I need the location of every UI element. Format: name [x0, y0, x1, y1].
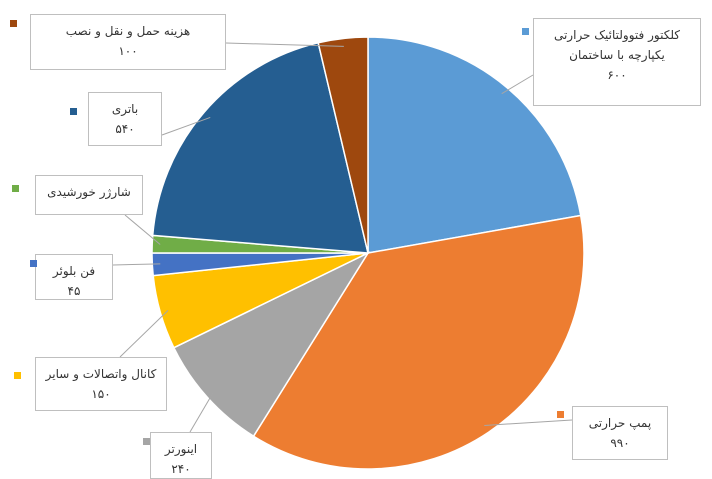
legend-key [30, 260, 37, 267]
data-label-box: پمپ حرارتی ۹۹۰ [572, 406, 668, 460]
leader-line [225, 42, 344, 47]
value-label: ۱۰۰ [118, 44, 138, 58]
value-label: ۱۵۰ [91, 387, 111, 401]
category-label: کلکتور فتوولتائیک حرارتی یکپارچه با ساخت… [553, 28, 681, 62]
legend-key [557, 411, 564, 418]
legend-key [522, 28, 529, 35]
category-label: فن بلوئر [52, 264, 96, 278]
legend-key [143, 438, 150, 445]
leader-line [112, 263, 161, 266]
leader-line [484, 419, 573, 426]
legend-key [12, 185, 19, 192]
legend-key [14, 372, 21, 379]
category-label: پمپ حرارتی [588, 416, 652, 430]
value-label: ۵۴۰ [115, 122, 135, 136]
data-label-box: کلکتور فتوولتائیک حرارتی یکپارچه با ساخت… [533, 18, 701, 106]
leader-line [119, 309, 169, 358]
value-label: ۴۵ [67, 284, 81, 298]
category-label: شارژر خورشیدی [47, 185, 131, 199]
value-label: ۹۹۰ [610, 436, 630, 450]
leader-line [501, 74, 534, 95]
legend-key [70, 108, 77, 115]
category-label: باتری [111, 102, 139, 116]
pie-slice [172, 251, 371, 438]
data-label-box: هزینه حمل و نقل و نصب ۱۰۰ [30, 14, 226, 70]
category-label: اینورتر [164, 442, 198, 456]
pie-slice [367, 36, 582, 254]
data-label-box: فن بلوئر ۴۵ [35, 254, 113, 300]
pie-slice [151, 41, 369, 254]
value-label: ۶۰۰ [607, 68, 627, 82]
data-label-box: کانال واتصالات و سایر ۱۵۰ [35, 357, 167, 411]
leader-line [161, 116, 211, 136]
leader-line [124, 214, 161, 245]
data-label-box: اینورتر ۲۴۰ [150, 432, 212, 479]
data-label-box: باتری ۵۴۰ [88, 92, 162, 146]
legend-key [10, 20, 17, 27]
leader-line [189, 391, 214, 433]
pie-slice [252, 214, 585, 470]
category-label: کانال واتصالات و سایر [45, 367, 157, 381]
pie-slice [317, 36, 369, 254]
category-label: هزینه حمل و نقل و نصب [65, 24, 191, 38]
data-label-box: شارژر خورشیدی [35, 175, 143, 215]
value-label: ۲۴۰ [171, 462, 191, 476]
